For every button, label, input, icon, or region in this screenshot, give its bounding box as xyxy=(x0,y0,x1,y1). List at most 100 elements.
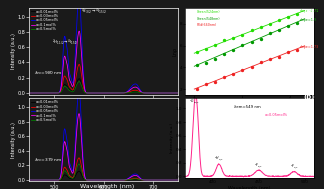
x=0.03mol% xyxy=(176,179,180,181)
x=0.5mol% xyxy=(118,92,122,94)
x=0.1mol% xyxy=(122,179,126,181)
x=0.05mol% xyxy=(122,179,126,181)
Point xyxy=(258,25,263,28)
Point xyxy=(286,50,291,53)
x=0.03mol% xyxy=(36,179,40,181)
Point xyxy=(231,49,236,52)
x=0.5mol% xyxy=(36,179,40,181)
x=0.05mol% xyxy=(36,179,40,181)
x=0.01mol% xyxy=(176,92,180,94)
x=0.1mol% xyxy=(156,179,160,181)
x=0.5mol% xyxy=(27,92,31,94)
Point xyxy=(249,28,254,31)
Y-axis label: Lnρ: Lnρ xyxy=(173,46,178,56)
x=0.03mol% xyxy=(77,63,81,66)
x=0.1mol% xyxy=(176,179,180,181)
x=0.03mol% xyxy=(118,92,122,94)
x=0.01mol% xyxy=(114,92,118,94)
x=0.1mol% xyxy=(122,92,126,94)
x=0.5mol% xyxy=(114,179,118,181)
x=0.05mol% xyxy=(122,92,126,94)
Y-axis label: Intensity (a.u.): Intensity (a.u.) xyxy=(11,33,16,69)
Point xyxy=(231,73,236,76)
x=0.01mol% xyxy=(156,179,160,181)
Legend: x=0.01mol%, x=0.03mol%, x=0.05mol%, x=0.1mol%, x=0.5mol%: x=0.01mol%, x=0.03mol%, x=0.05mol%, x=0.… xyxy=(31,100,59,122)
Text: $^2H_{9/2}$: $^2H_{9/2}$ xyxy=(214,155,224,164)
Line: x=0.01mol%: x=0.01mol% xyxy=(29,171,178,180)
x=0.01mol% xyxy=(36,179,40,181)
x=0.5mol% xyxy=(114,92,118,94)
Text: REd(660nm): REd(660nm) xyxy=(197,23,217,27)
Text: $\lambda_{ex}$=980 nm: $\lambda_{ex}$=980 nm xyxy=(34,69,63,77)
x=0.5mol% xyxy=(36,92,40,94)
Text: (b): (b) xyxy=(303,94,314,101)
x=0.03mol% xyxy=(114,92,118,94)
Point xyxy=(277,55,282,58)
Text: Green(524nm): Green(524nm) xyxy=(197,10,220,14)
x=0.01mol% xyxy=(122,92,126,94)
Line: x=0.03mol%: x=0.03mol% xyxy=(29,64,178,93)
x=0.5mol% xyxy=(140,179,144,181)
x=0.01mol% xyxy=(77,170,81,172)
x=0.05mol% xyxy=(140,91,144,94)
x=0.5mol% xyxy=(156,92,160,94)
x=0.05mol% xyxy=(176,92,180,94)
x=0.01mol% xyxy=(36,92,40,94)
Text: $\lambda_{ex}$=379 nm: $\lambda_{ex}$=379 nm xyxy=(34,157,63,164)
Text: $^4F_{3/2}$: $^4F_{3/2}$ xyxy=(290,163,298,172)
Point xyxy=(194,87,199,90)
x=0.03mol% xyxy=(27,179,31,181)
x=0.03mol% xyxy=(27,92,31,94)
x=0.01mol% xyxy=(77,77,81,80)
x=0.5mol% xyxy=(77,81,81,83)
x=0.05mol% xyxy=(118,179,122,181)
Point xyxy=(258,60,263,63)
x=0.1mol% xyxy=(118,179,122,181)
Point xyxy=(267,31,272,34)
x=0.01mol% xyxy=(27,92,31,94)
X-axis label: LnI: LnI xyxy=(246,103,253,108)
x=0.1mol% xyxy=(176,92,180,94)
Point xyxy=(194,50,199,53)
Point xyxy=(203,83,208,86)
Line: x=0.5mol%: x=0.5mol% xyxy=(29,82,178,93)
Point xyxy=(286,24,291,27)
x=0.5mol% xyxy=(176,179,180,181)
Point xyxy=(213,57,218,60)
x=0.5mol% xyxy=(27,179,31,181)
Text: slope=1.71: slope=1.71 xyxy=(300,9,319,13)
Point xyxy=(213,80,218,83)
x=0.1mol% xyxy=(27,179,31,181)
Point xyxy=(203,47,208,50)
Legend: x=0.01mol%, x=0.03mol%, x=0.05mol%, x=0.1mol%, x=0.5mol%: x=0.01mol%, x=0.03mol%, x=0.05mol%, x=0.… xyxy=(31,9,59,32)
x=0.1mol% xyxy=(118,92,122,94)
x=0.05mol% xyxy=(27,92,31,94)
Text: $^4F_{5/2}$: $^4F_{5/2}$ xyxy=(254,161,263,171)
Text: slope=1.73: slope=1.73 xyxy=(300,45,319,49)
Y-axis label: Intensity (a.u.): Intensity (a.u.) xyxy=(170,123,174,153)
x=0.03mol% xyxy=(140,92,144,94)
Text: Wavelength (nm): Wavelength (nm) xyxy=(80,184,134,189)
Line: x=0.1mol%: x=0.1mol% xyxy=(29,114,178,180)
x=0.03mol% xyxy=(122,92,126,94)
Text: Green(548nm): Green(548nm) xyxy=(197,16,220,21)
Y-axis label: Intensity (a.u.): Intensity (a.u.) xyxy=(11,122,16,158)
x=0.01mol% xyxy=(118,179,122,181)
Line: x=0.01mol%: x=0.01mol% xyxy=(29,79,178,93)
Text: λem=549 nm: λem=549 nm xyxy=(234,105,261,109)
x=0.1mol% xyxy=(77,30,81,32)
x=0.1mol% xyxy=(140,179,144,181)
x=0.03mol% xyxy=(156,92,160,94)
Point xyxy=(222,76,227,79)
x=0.03mol% xyxy=(77,157,81,159)
x=0.01mol% xyxy=(140,179,144,181)
x=0.01mol% xyxy=(140,92,144,94)
Point xyxy=(213,43,218,46)
x=0.1mol% xyxy=(114,179,118,181)
Point xyxy=(231,37,236,40)
Line: x=0.03mol%: x=0.03mol% xyxy=(29,158,178,180)
X-axis label: Wavelength (nm): Wavelength (nm) xyxy=(228,186,271,189)
x=0.01mol% xyxy=(176,179,180,181)
Text: slope=1.9: slope=1.9 xyxy=(300,18,317,22)
Point xyxy=(222,52,227,55)
